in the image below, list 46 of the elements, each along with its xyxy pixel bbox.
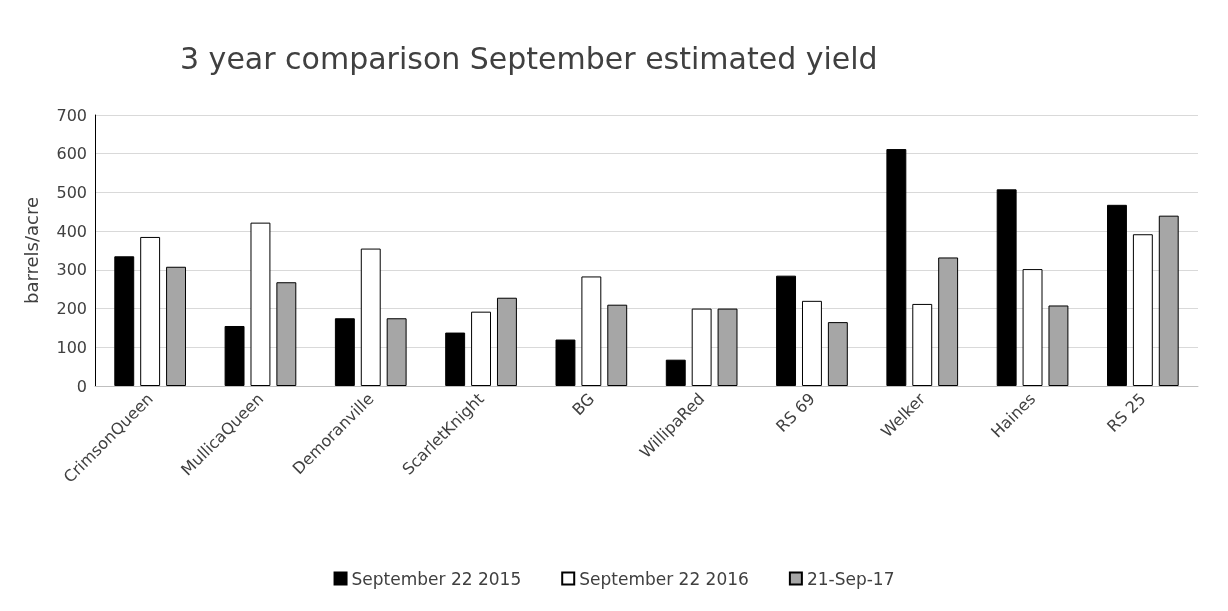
- bar: [827, 322, 848, 386]
- bar: [445, 332, 466, 386]
- bar: [581, 276, 602, 386]
- bar: [250, 222, 271, 386]
- chart-title: 3 year comparison September estimated yield: [180, 40, 878, 76]
- bar: [276, 282, 297, 386]
- y-axis-title: barrels/acre: [20, 196, 42, 305]
- x-tick-label: RS 69: [772, 389, 819, 436]
- bar: [607, 304, 628, 386]
- bar: [717, 308, 738, 386]
- bar: [1132, 234, 1153, 386]
- bar: [114, 256, 135, 386]
- bar: [140, 236, 161, 386]
- bar: [996, 189, 1017, 386]
- bar: [1022, 269, 1043, 386]
- y-tick-label: 0: [76, 376, 87, 396]
- y-tick-label: 300: [56, 260, 87, 280]
- bar: [386, 318, 407, 386]
- bar: [360, 248, 381, 386]
- bar: [776, 275, 797, 386]
- bar: [555, 339, 576, 386]
- y-tick-label: 200: [56, 299, 87, 319]
- y-tick-label: 500: [56, 182, 87, 202]
- legend-label: 21-Sep-17: [806, 568, 895, 589]
- legend-label: September 22 2015: [351, 568, 522, 589]
- bar: [471, 311, 492, 386]
- bar: [1158, 215, 1179, 386]
- y-tick-label: 600: [56, 144, 87, 164]
- bar: [1107, 204, 1127, 386]
- bar: [912, 303, 933, 386]
- x-tick-label: BG: [568, 389, 599, 420]
- bar: [496, 297, 517, 386]
- bar: [665, 359, 686, 386]
- bar: [166, 266, 186, 386]
- bar: [334, 318, 355, 386]
- bar: [1048, 305, 1069, 386]
- y-tick-label: 400: [56, 221, 87, 241]
- bar: [801, 300, 822, 386]
- bar: [886, 149, 907, 386]
- y-tick-label: 700: [56, 105, 87, 125]
- y-tick-label: 100: [56, 337, 87, 357]
- legend-label: September 22 2016: [579, 568, 749, 589]
- x-tick-label: RS 25: [1103, 389, 1150, 436]
- bar: [691, 308, 712, 386]
- bar: [224, 325, 245, 386]
- bar: [938, 257, 959, 386]
